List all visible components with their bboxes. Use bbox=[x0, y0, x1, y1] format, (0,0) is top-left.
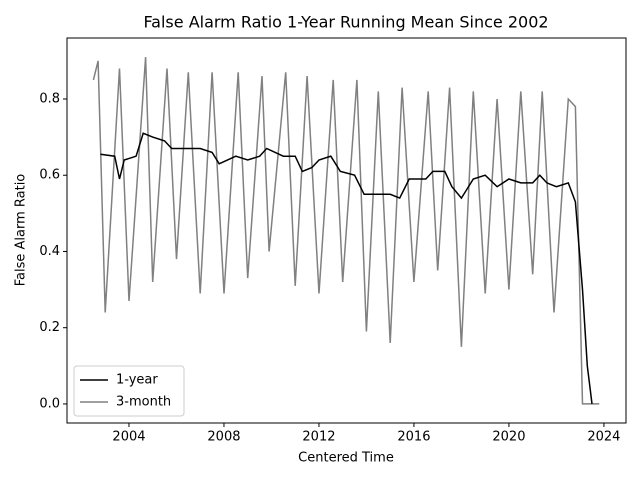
plot-frame bbox=[66, 37, 627, 424]
y-tick-label: 0.2 bbox=[39, 320, 60, 335]
x-tick-label: 2024 bbox=[587, 430, 620, 445]
legend-label: 1-year bbox=[116, 373, 158, 388]
legend-label: 3-month bbox=[116, 395, 171, 410]
y-tick-label: 0.6 bbox=[39, 168, 60, 183]
legend-box bbox=[73, 365, 185, 417]
x-axis-label: Centered Time bbox=[298, 451, 394, 466]
x-tick-label: 2020 bbox=[492, 430, 525, 445]
y-tick-label: 0.8 bbox=[39, 91, 60, 106]
chart-title: False Alarm Ratio 1-Year Running Mean Si… bbox=[143, 13, 548, 32]
data-line bbox=[100, 132, 593, 404]
y-axis-label: False Alarm Ratio bbox=[14, 174, 29, 287]
x-tick-label: 2008 bbox=[207, 430, 240, 445]
x-tick-label: 2004 bbox=[112, 430, 145, 445]
y-tick-label: 0.4 bbox=[39, 244, 60, 259]
x-tick-label: 2016 bbox=[397, 430, 430, 445]
x-tick-label: 2012 bbox=[302, 430, 335, 445]
y-tick-label: 0.0 bbox=[39, 396, 60, 411]
data-line bbox=[92, 57, 600, 405]
